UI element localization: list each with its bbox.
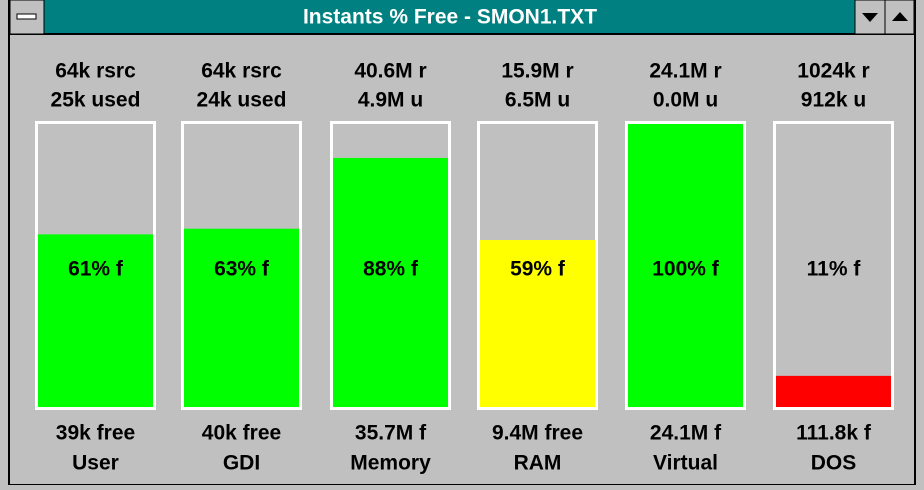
gauge-top-line: 912k u bbox=[801, 89, 866, 112]
gauge-top-line: 6.5M u bbox=[505, 89, 570, 112]
gauge-bottom-line: 24.1M f bbox=[650, 422, 722, 445]
gauge-name: Virtual bbox=[653, 452, 718, 475]
gauge-name: GDI bbox=[223, 452, 260, 475]
title-bar bbox=[10, 0, 914, 34]
window-title: Instants % Free - SMON1.TXT bbox=[303, 6, 597, 29]
gauge-top-line: 4.9M u bbox=[358, 89, 423, 112]
system-menu-bar bbox=[16, 13, 37, 20]
gauge-top-line: 64k rsrc bbox=[55, 60, 136, 83]
gauge-name: DOS bbox=[811, 452, 857, 475]
gauge-name: Memory bbox=[350, 452, 431, 475]
gauge-fill bbox=[628, 124, 743, 407]
minimize-arrow bbox=[862, 13, 878, 22]
gauge-fill bbox=[480, 240, 595, 407]
gauge-well bbox=[776, 124, 891, 407]
gauge-fill bbox=[333, 157, 448, 407]
gauge-fill bbox=[38, 234, 153, 407]
gauge-bottom-line: 40k free bbox=[202, 422, 281, 445]
gauge-fill bbox=[184, 228, 299, 407]
gauge-top-line: 0.0M u bbox=[653, 89, 718, 112]
gauge-top-line: 24.1M r bbox=[649, 60, 721, 83]
gauge-top-line: 1024k r bbox=[797, 60, 869, 83]
gauge-fill bbox=[776, 375, 891, 407]
gauge-top-line: 25k used bbox=[51, 89, 141, 112]
gauge-percent: 88% f bbox=[363, 258, 419, 281]
gauge-bottom-line: 9.4M free bbox=[492, 422, 583, 445]
gauge-top-line: 15.9M r bbox=[501, 60, 573, 83]
gauge-percent: 59% f bbox=[510, 258, 566, 281]
gauge-bottom-line: 39k free bbox=[56, 422, 135, 445]
gauge-top-line: 40.6M r bbox=[354, 60, 426, 83]
gauge-name: User bbox=[72, 452, 119, 475]
gauge-top-line: 64k rsrc bbox=[201, 60, 282, 83]
gauge-name: RAM bbox=[514, 452, 562, 475]
gauge-bottom-line: 111.8k f bbox=[796, 422, 872, 445]
gauge-bottom-line: 35.7M f bbox=[355, 422, 427, 445]
maximize-arrow bbox=[892, 12, 908, 21]
gauge-percent: 61% f bbox=[68, 258, 124, 281]
gauge-percent: 63% f bbox=[214, 258, 270, 281]
gauge-percent: 11% f bbox=[807, 258, 862, 281]
gauge-percent: 100% f bbox=[652, 258, 720, 281]
gauge-top-line: 24k used bbox=[197, 89, 287, 112]
